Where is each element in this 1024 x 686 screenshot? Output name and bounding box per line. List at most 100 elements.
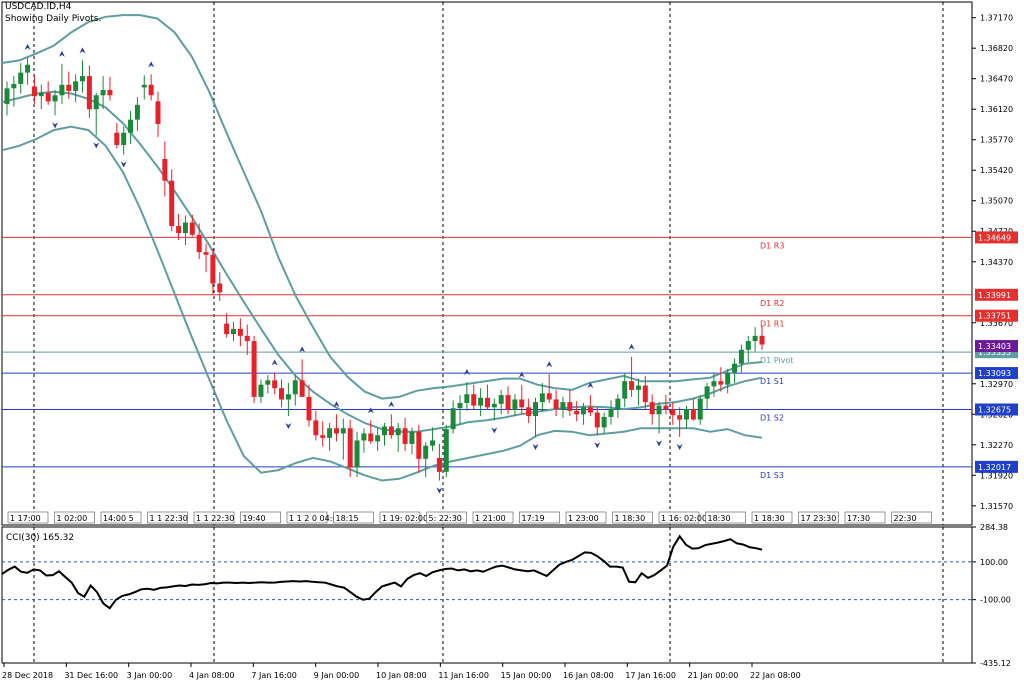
candle-body — [52, 95, 58, 102]
candle-body — [285, 394, 291, 400]
candle — [615, 394, 621, 418]
candle — [73, 74, 79, 103]
candle-body — [128, 119, 134, 133]
session-tag-box — [426, 511, 467, 524]
candle — [148, 74, 154, 101]
pivot-note: Showing Daily Pivots. — [5, 14, 102, 24]
candle-body — [388, 426, 394, 436]
level-tag-label: 1.32017 — [978, 463, 1011, 472]
time-tick-label: 22 Jan 08:00 — [750, 671, 801, 680]
candle — [533, 397, 538, 437]
candle — [519, 384, 525, 415]
candle — [443, 424, 449, 478]
candle-body — [306, 396, 312, 421]
candle-body — [148, 84, 154, 96]
session-tag-label: 1 02:00 — [57, 514, 88, 523]
candle — [526, 398, 532, 424]
candle — [635, 378, 641, 406]
candle — [745, 335, 751, 362]
session-tag-label: 14:00 5 — [103, 514, 134, 523]
candle-body — [244, 335, 250, 342]
candle — [320, 421, 326, 447]
time-tick-label: 9 Jan 00:00 — [314, 671, 360, 680]
candle-body — [176, 226, 182, 233]
candle — [498, 389, 504, 415]
session-tag-box — [844, 511, 886, 524]
candle — [402, 417, 408, 451]
candle-body — [217, 283, 223, 293]
level-tag-box — [975, 460, 1018, 473]
candle-body — [718, 381, 724, 385]
cci-tick-label: 100.00 — [980, 558, 1008, 567]
cci-tick-label: -435.12 — [980, 659, 1011, 668]
candle — [471, 384, 477, 410]
candle-body — [745, 341, 751, 350]
fractal-up-icon — [333, 401, 340, 408]
candle — [141, 75, 147, 100]
candle — [299, 359, 305, 397]
candle — [59, 63, 65, 104]
candle — [663, 395, 669, 415]
candle — [622, 372, 628, 408]
fractal-up-icon — [546, 361, 553, 368]
price-tick-label: 1.34370 — [980, 258, 1013, 267]
session-tag-box — [612, 511, 653, 524]
candle — [18, 63, 24, 94]
candle — [327, 423, 333, 451]
time-tick-label: 4 Jan 08:00 — [189, 671, 235, 680]
candle-body — [498, 395, 504, 404]
session-tag-label: 22:30 — [894, 514, 917, 523]
fractal-up-icon — [24, 43, 31, 50]
price-tick-label: 1.35070 — [980, 197, 1013, 206]
candle — [423, 442, 429, 478]
candle-body — [519, 399, 525, 408]
session-tag-label: 1 1 22:30 — [196, 514, 234, 523]
candle — [512, 394, 518, 417]
candle-body — [546, 393, 552, 400]
candle — [45, 81, 51, 105]
session-tag-box — [751, 511, 793, 524]
candle — [738, 344, 744, 373]
candle-body — [114, 132, 120, 145]
price-tick-label: 1.33670 — [980, 319, 1013, 328]
candle-body — [320, 435, 326, 438]
fractal-up-icon — [518, 371, 525, 378]
time-tick-label: 17 Jan 16:00 — [625, 671, 676, 680]
candle — [182, 215, 188, 246]
candle-body — [251, 341, 257, 397]
candle — [25, 56, 31, 85]
candle-body — [203, 252, 209, 255]
pivot-label: D1 S3 — [760, 471, 784, 480]
candle-body — [677, 415, 683, 420]
candle-body — [430, 440, 436, 446]
candle-body — [258, 384, 264, 397]
candle — [560, 396, 566, 418]
candle — [484, 384, 490, 410]
candle-body — [725, 372, 731, 385]
candle-body — [601, 416, 607, 428]
band-lower — [1, 125, 763, 482]
candle — [409, 427, 415, 455]
candle-body — [196, 234, 202, 253]
candle — [567, 389, 573, 417]
candle-body — [313, 420, 319, 436]
session-tag-box — [147, 511, 188, 524]
time-tick-label: 11 Jan 16:00 — [438, 671, 489, 680]
candle — [677, 407, 683, 437]
time-tick-label: 7 Jan 16:00 — [251, 671, 297, 680]
session-tag-label: 17 23:30 — [801, 514, 837, 523]
candle-body — [738, 349, 744, 364]
fractal-up-icon — [628, 343, 635, 350]
candle-body — [327, 428, 333, 438]
session-tag-box — [565, 511, 607, 524]
pivot-label: D1 R3 — [760, 241, 784, 250]
candle-body — [615, 398, 621, 410]
candle-body — [608, 409, 614, 417]
candle — [629, 356, 635, 397]
candle-body — [38, 92, 44, 97]
level-tag-box — [975, 309, 1018, 322]
fractal-down-icon — [491, 427, 498, 434]
pivot-label: D1 Pivot — [760, 356, 793, 365]
